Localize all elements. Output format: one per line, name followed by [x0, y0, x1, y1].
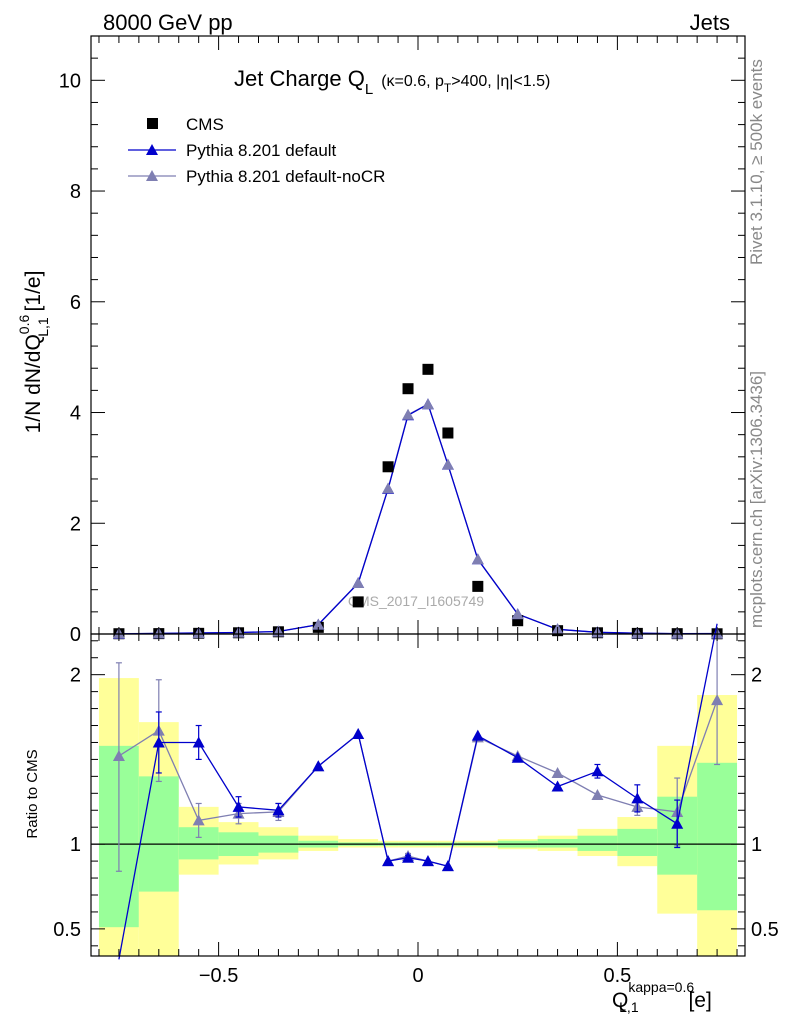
ratio-series-0-point-3: [232, 800, 245, 812]
ratio-y-tick-label-right: 2: [751, 665, 762, 687]
mcplots-label: mcplots.cern.ch [arXiv:1306.3436]: [747, 371, 766, 628]
main-y-tick-label: 2: [70, 513, 81, 535]
ratio-series-0-point-11: [471, 729, 484, 741]
ratio-series-0-point-15: [631, 792, 644, 804]
ratio-series-0-point-5: [312, 760, 325, 772]
ratio-series-0-point-7: [382, 855, 395, 867]
ratio-y-tick-label-right: 1: [751, 834, 762, 856]
plot-title: Jet Charge QL (κ=0.6, pT>400, |η|<1.5): [234, 66, 550, 98]
main-y-tick-label: 4: [70, 403, 81, 425]
ratio-series-0-point-1: [152, 736, 165, 748]
main-cms-point-9: [422, 363, 434, 375]
ratio-y-tick-label: 2: [70, 665, 81, 687]
main-cms-point-11: [472, 580, 484, 592]
ratio-series-1-point-14: [591, 789, 604, 800]
ratio-series-0-point-8: [402, 851, 415, 863]
ratio-inner-band-14: [577, 835, 618, 851]
main-cms-point-6: [352, 596, 364, 608]
legend-label-pythia-nocr: Pythia 8.201 default-noCR: [186, 167, 385, 186]
header-left-label: 8000 GeV pp: [103, 10, 233, 35]
ratio-series-line-0: [118, 623, 718, 960]
main-series-2-point-11: [471, 553, 484, 565]
ratio-series-1-point-2: [192, 814, 205, 826]
legend-label-cms: CMS: [186, 115, 224, 134]
ratio-y-tick-label-right: 0.5: [751, 919, 779, 941]
main-y-tick-label: 6: [70, 292, 81, 314]
main-series-line-1: [118, 403, 718, 635]
ratio-y-tick-label: 0.5: [53, 919, 81, 941]
main-series-2-point-8: [402, 408, 415, 420]
legend-label-pythia-default: Pythia 8.201 default: [186, 141, 337, 160]
main-cms-point-12: [512, 615, 524, 627]
ratio-plot: −0.5 0 0.5 0.5 0.5 1 1 2 2: [53, 623, 779, 987]
ratio-y-tick-label: 1: [70, 834, 81, 856]
legend: CMS Pythia 8.201 default Pythia 8.201 de…: [128, 115, 385, 186]
main-plot: 0 2 4 6 8 10: [59, 35, 746, 646]
main-cms-point-10: [442, 427, 454, 439]
main-series-2-point-6: [352, 577, 365, 589]
legend-marker-cms: [147, 118, 158, 129]
ratio-series-0-point-10: [441, 860, 454, 872]
main-series-2-point-10: [441, 458, 454, 470]
ratio-frame: [90, 633, 746, 957]
watermark: CMS_2017_I1605749: [348, 593, 484, 609]
main-y-axis-label: 1/N dN/dQ0.6 L,1 [1/e]: [16, 271, 51, 434]
main-series-2-point-12: [511, 608, 524, 620]
ratio-series-line-1: [118, 699, 718, 867]
main-y-tick-label: 10: [59, 70, 81, 92]
x-tick-label: 0: [412, 965, 423, 987]
ratio-series-0-point-9: [421, 855, 434, 867]
main-y-tick-label: 8: [70, 181, 81, 203]
ratio-series-0-point-4: [272, 804, 285, 816]
header-right-label: Jets: [690, 10, 730, 35]
legend-marker-pythia-nocr: [146, 170, 158, 181]
ratio-y-axis-label: Ratio to CMS: [24, 749, 41, 838]
main-series-2-point-9: [421, 398, 434, 410]
main-series-2-point-5: [312, 618, 325, 630]
rivet-label: Rivet 3.1.10, ≥ 500k events: [747, 59, 766, 265]
x-tick-label: 0.5: [603, 965, 631, 987]
main-y-tick-label: 0: [70, 624, 81, 646]
ratio-inner-band-15: [617, 828, 658, 857]
ratio-series-1-point-0: [112, 750, 125, 762]
main-cms-point-7: [382, 461, 394, 473]
ratio-series-0-point-13: [551, 780, 564, 792]
ratio-series-0-point-16: [671, 817, 684, 829]
ratio-series-0-point-14: [591, 765, 604, 777]
legend-marker-pythia-default: [146, 144, 158, 155]
main-cms-point-8: [402, 383, 414, 395]
ratio-inner-band-1: [138, 776, 179, 892]
ratio-series-1-point-17: [711, 694, 724, 706]
ratio-series-1-point-13: [551, 766, 564, 778]
ratio-inner-band-13: [537, 839, 578, 848]
main-series-2-point-7: [382, 482, 395, 494]
ratio-series-0-point-2: [192, 736, 205, 748]
x-axis-label: Qkappa=0.6 L,1 [e]: [612, 979, 712, 1015]
ratio-series-0-point-12: [511, 751, 524, 763]
ratio-series-0-point-6: [352, 727, 365, 739]
x-tick-label: −0.5: [199, 965, 238, 987]
ratio-inner-band-17: [697, 762, 738, 911]
